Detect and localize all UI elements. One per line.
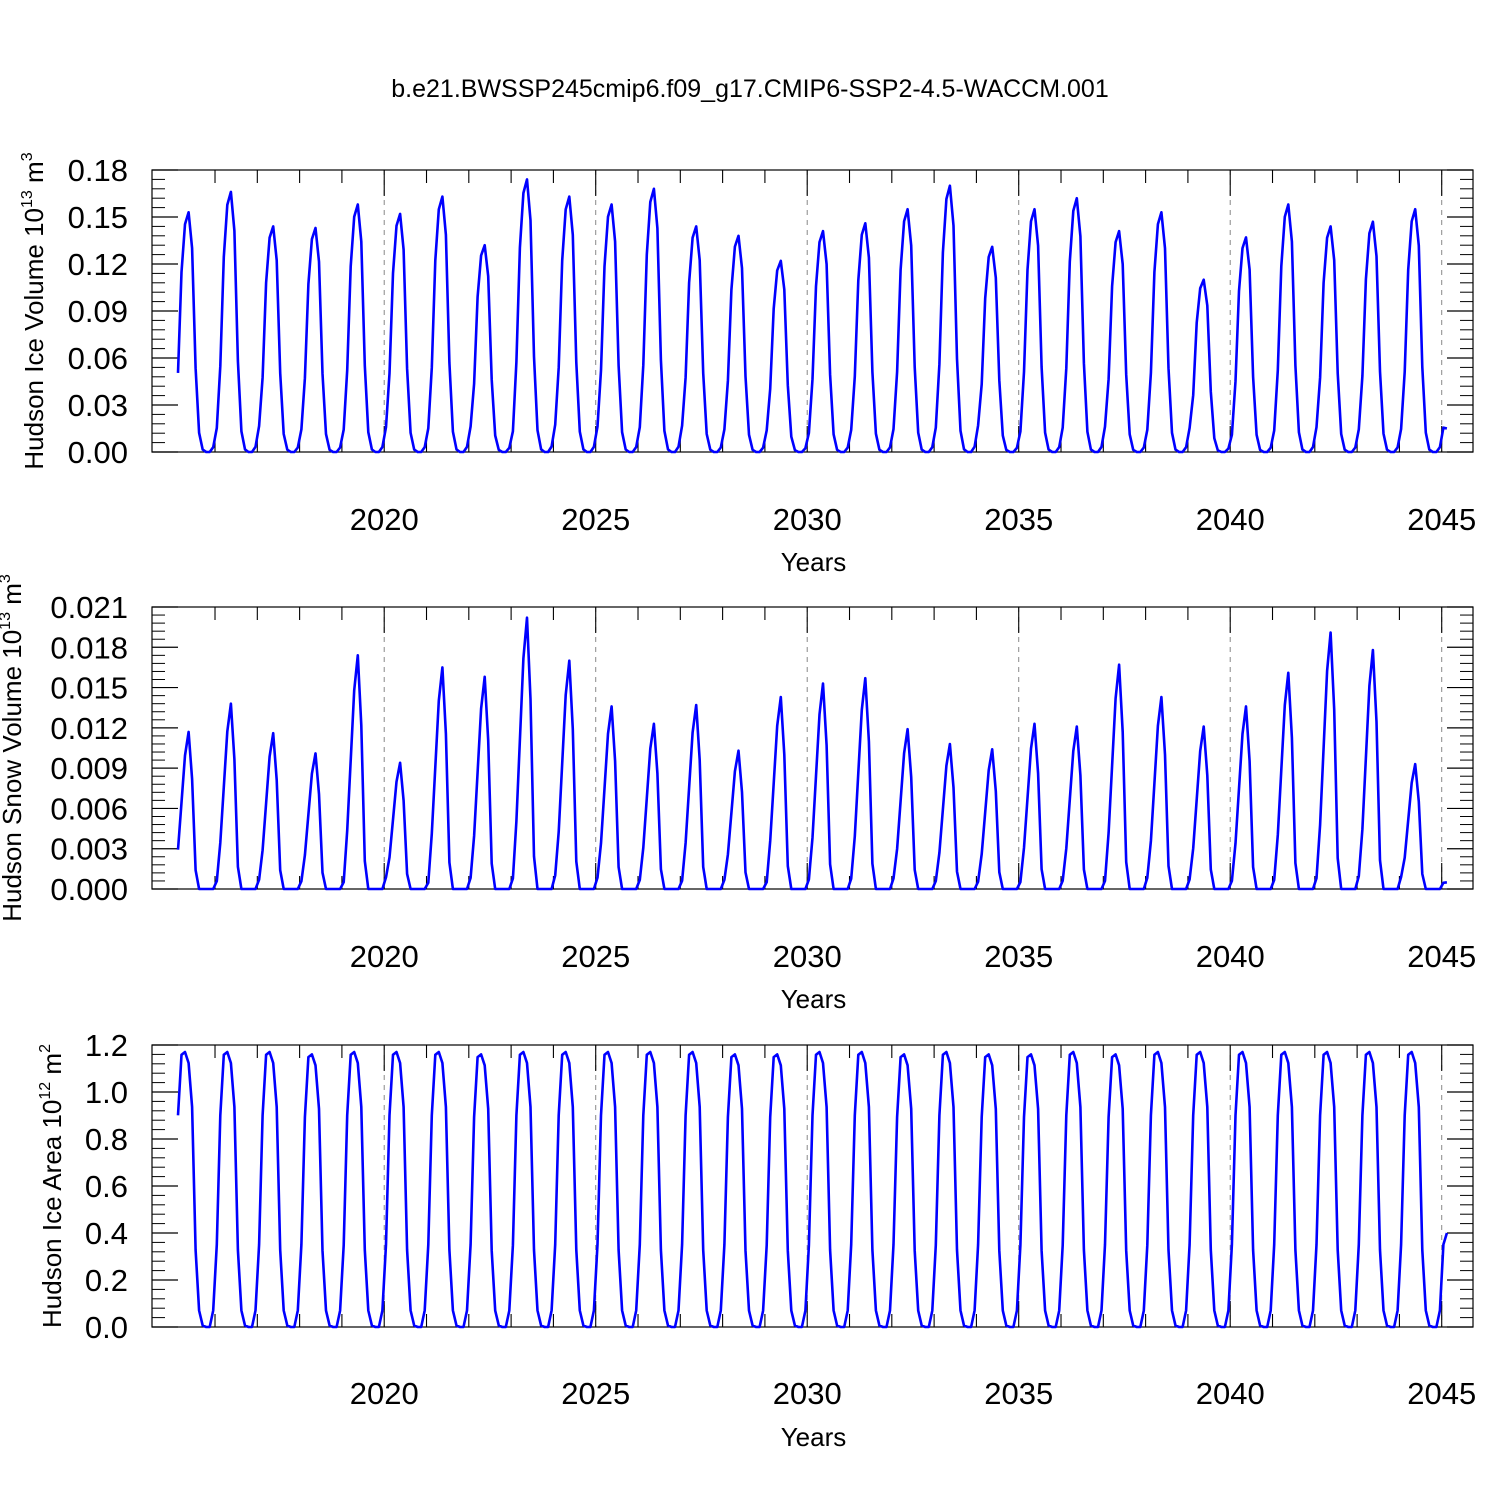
y-tick-label: 0.018 — [50, 630, 128, 665]
y-axis-label: Hudson Snow Volume 1013 m3 — [0, 574, 27, 922]
x-tick-label: 2020 — [350, 1376, 419, 1411]
y-tick-label: 0.03 — [68, 388, 128, 423]
x-tick-label: 2025 — [561, 502, 630, 537]
y-tick-label: 0.2 — [85, 1263, 128, 1298]
x-tick-label: 2020 — [350, 502, 419, 537]
x-tick-label: 2035 — [984, 1376, 1053, 1411]
y-tick-label: 1.0 — [85, 1075, 128, 1110]
x-tick-label: 2030 — [773, 1376, 842, 1411]
x-tick-label: 2035 — [984, 502, 1053, 537]
panel-ice-volume: 0.00 0.03 0.06 0.09 0.12 0.15 0.18 2020 2025 2030… — [19, 152, 1476, 577]
series-line-snow-volume — [176, 616, 1448, 891]
y-tick-label: 0.06 — [68, 341, 128, 376]
x-tick-label: 2030 — [773, 939, 842, 974]
x-tick-label: 2040 — [1196, 939, 1265, 974]
x-tick-label: 2040 — [1196, 1376, 1265, 1411]
y-tick-label: 0.4 — [85, 1216, 128, 1251]
series-line-ice-volume — [176, 178, 1448, 454]
y-tick-label: 0.0 — [85, 1310, 128, 1345]
x-axis-label: Years — [781, 547, 847, 577]
y-tick-label: 0.00 — [68, 435, 128, 470]
y-tick-label: 0.6 — [85, 1169, 128, 1204]
x-axis-label: Years — [781, 984, 847, 1014]
chart-title: b.e21.BWSSP245cmip6.f09_g17.CMIP6-SSP2-4… — [391, 75, 1108, 103]
x-tick-label: 2040 — [1196, 502, 1265, 537]
y-tick-label: 0.015 — [50, 671, 128, 706]
x-axis-label: Years — [781, 1422, 847, 1452]
y-axis-label: Hudson Ice Volume 1013 m3 — [19, 152, 49, 469]
panel-snow-volume: 0.000 0.003 0.006 0.009 0.012 0.015 0.018 0.021… — [0, 574, 1476, 1014]
x-tick-label: 2025 — [561, 939, 630, 974]
plot-frame — [151, 606, 1474, 890]
y-axis-label: Hudson Ice Area 1012 m2 — [37, 1044, 67, 1328]
x-tick-label: 2020 — [350, 939, 419, 974]
y-tick-label: 1.2 — [85, 1028, 128, 1063]
x-tick-label: 2045 — [1407, 939, 1476, 974]
y-tick-label: 0.003 — [50, 832, 128, 867]
y-tick-label: 0.15 — [68, 200, 128, 235]
y-tick-label: 0.006 — [50, 791, 128, 826]
x-tick-label: 2035 — [984, 939, 1053, 974]
y-tick-label: 0.009 — [50, 751, 128, 786]
y-tick-label: 0.021 — [50, 590, 128, 625]
x-tick-label: 2045 — [1407, 1376, 1476, 1411]
x-tick-label: 2030 — [773, 502, 842, 537]
x-tick-label: 2045 — [1407, 502, 1476, 537]
panel-ice-area: 0.0 0.2 0.4 0.6 0.8 1.0 1.2 2020 2025 2030 2035 204… — [37, 1028, 1476, 1452]
y-tick-label: 0.8 — [85, 1122, 128, 1157]
y-tick-label: 0.18 — [68, 153, 128, 188]
x-tick-label: 2025 — [561, 1376, 630, 1411]
y-tick-label: 0.000 — [50, 872, 128, 907]
y-tick-label: 0.012 — [50, 711, 128, 746]
series-line-ice-area — [176, 1050, 1449, 1329]
y-tick-label: 0.12 — [68, 247, 128, 282]
y-tick-label: 0.09 — [68, 294, 128, 329]
